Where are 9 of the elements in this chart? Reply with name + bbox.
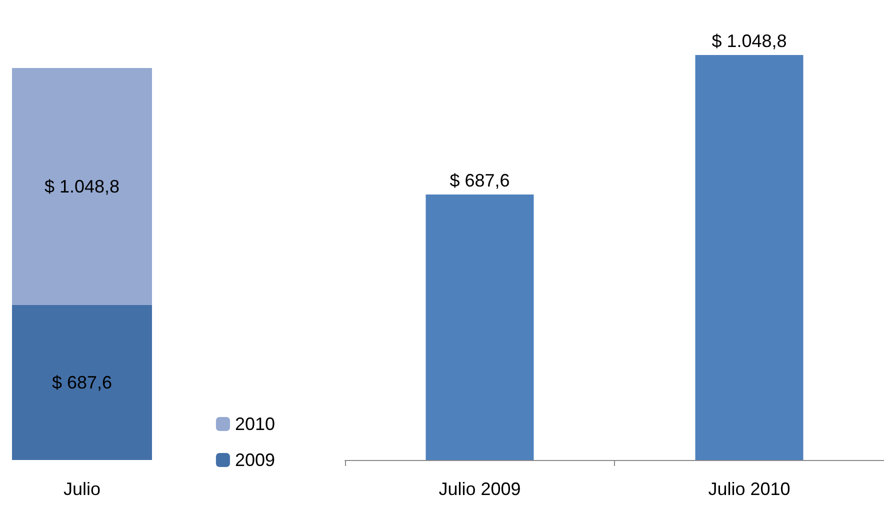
legend-label: 2010 xyxy=(234,414,276,434)
x-tick-label: Julio xyxy=(63,479,101,499)
data-label: $ 1.048,8 xyxy=(712,31,787,51)
x-tick-label: Julio 2009 xyxy=(438,479,521,499)
data-label: $ 687,6 xyxy=(450,170,510,190)
data-label: $ 687,6 xyxy=(52,372,112,392)
data-label: $ 1.048,8 xyxy=(44,176,120,196)
x-tick-label: Julio 2010 xyxy=(708,479,790,499)
legend-label: 2009 xyxy=(234,450,276,470)
